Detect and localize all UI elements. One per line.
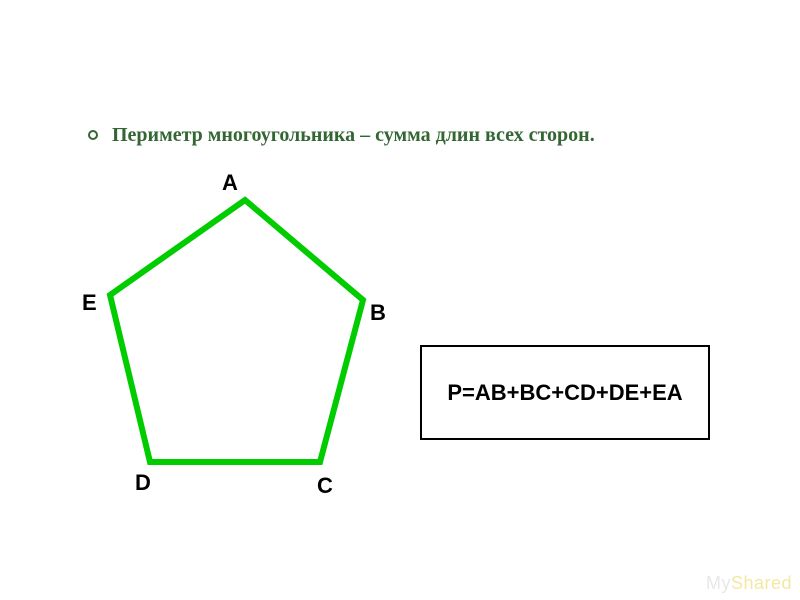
watermark-suffix: Shared <box>731 573 792 593</box>
vertex-label-a: A <box>222 170 238 196</box>
watermark: MyShared <box>706 573 792 594</box>
formula-text: P=AB+BC+CD+DE+EA <box>447 380 682 406</box>
pentagon-shape <box>110 200 363 462</box>
pentagon-svg <box>95 180 395 490</box>
title-bullet <box>88 130 98 140</box>
page-title: Периметр многоугольника – сумма длин все… <box>112 124 595 147</box>
vertex-label-d: D <box>135 470 151 496</box>
pentagon-diagram <box>95 180 395 490</box>
formula-box: P=AB+BC+CD+DE+EA <box>420 345 710 440</box>
vertex-label-b: B <box>370 300 386 326</box>
vertex-label-c: C <box>317 473 333 499</box>
watermark-prefix: My <box>706 573 731 593</box>
vertex-label-e: E <box>82 290 97 316</box>
